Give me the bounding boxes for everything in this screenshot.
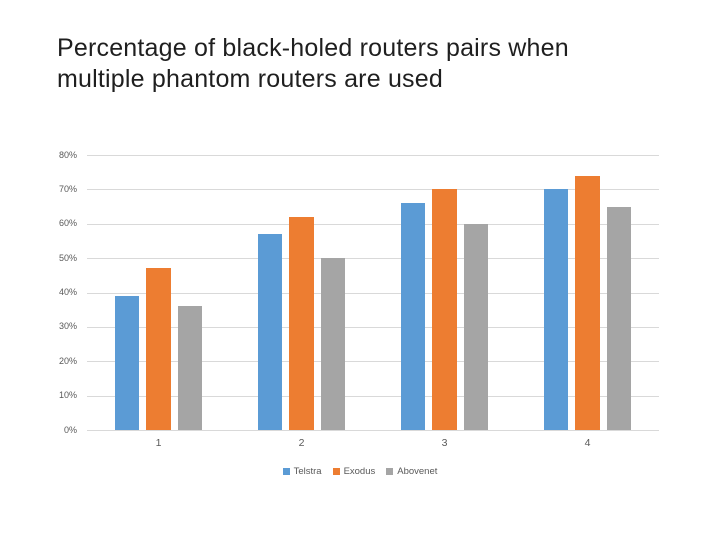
x-tick-label: 1 bbox=[155, 437, 162, 449]
y-tick-label: 70% bbox=[58, 183, 77, 194]
gridline bbox=[87, 395, 659, 397]
y-tick-label: 50% bbox=[58, 252, 77, 263]
bar-telstra-1 bbox=[114, 295, 140, 430]
x-tick-label: 3 bbox=[441, 437, 448, 449]
legend-swatch-exodus bbox=[332, 467, 340, 475]
gridline bbox=[87, 258, 659, 260]
y-tick-label: 60% bbox=[58, 218, 77, 229]
bar-exodus-1 bbox=[146, 268, 171, 430]
y-tick-label: 0% bbox=[63, 424, 77, 435]
bar-abovenet-1 bbox=[177, 306, 203, 430]
gridline bbox=[87, 292, 659, 294]
y-tick-label: 30% bbox=[58, 321, 77, 332]
gridline bbox=[87, 430, 659, 431]
gridline bbox=[87, 223, 659, 225]
bar-exodus-4 bbox=[575, 175, 600, 430]
y-tick-label: 80% bbox=[58, 149, 77, 160]
bar-abovenet-3 bbox=[463, 223, 489, 430]
legend-label: Exodus bbox=[343, 465, 376, 477]
bar-telstra-4 bbox=[543, 189, 569, 430]
bar-abovenet-2 bbox=[320, 258, 346, 430]
legend-label: Abovenet bbox=[397, 465, 438, 477]
x-tick-label: 4 bbox=[584, 437, 591, 449]
legend-label: Telstra bbox=[293, 465, 322, 477]
y-tick-label: 20% bbox=[58, 355, 77, 366]
gridline bbox=[87, 361, 659, 363]
y-tick-label: 40% bbox=[58, 287, 77, 297]
y-tick-label: 10% bbox=[58, 390, 77, 401]
bar-exodus-2 bbox=[289, 216, 314, 430]
gridline bbox=[87, 155, 659, 156]
gridline bbox=[87, 326, 659, 328]
legend-item-telstra: Telstra bbox=[282, 465, 322, 477]
chart-legend: Telstra Exodus Abovenet bbox=[60, 464, 660, 478]
x-tick-label: 2 bbox=[298, 437, 305, 449]
legend-item-exodus: Exodus bbox=[332, 465, 376, 477]
bar-abovenet-4 bbox=[606, 206, 632, 430]
chart-title: Percentage of black-holed routers pairs … bbox=[57, 34, 569, 93]
legend-item-abovenet: Abovenet bbox=[386, 466, 437, 477]
plot-area bbox=[87, 155, 659, 431]
bar-telstra-2 bbox=[257, 234, 283, 430]
legend-swatch-telstra bbox=[282, 467, 290, 475]
bar-telstra-3 bbox=[400, 203, 426, 430]
legend-swatch-abovenet bbox=[386, 467, 394, 475]
gridline bbox=[87, 189, 659, 191]
bar-exodus-3 bbox=[432, 189, 457, 430]
